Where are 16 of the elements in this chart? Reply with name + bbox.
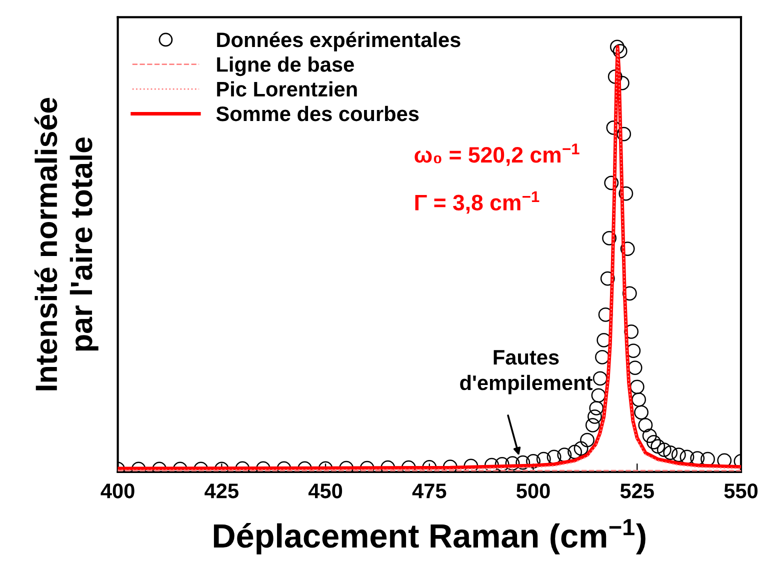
x-tick-label: 475 — [412, 484, 446, 498]
annotation: ω₀ = 520,2 cm$^{−1}$ — [414, 144, 580, 166]
annotation: Γ = 3,8 cm$^{−1}$ — [415, 191, 540, 214]
x-tick-label: 525 — [620, 484, 654, 498]
x-tick-label: 500 — [516, 484, 550, 498]
legend-label: Pic Lorentzien — [217, 81, 357, 97]
x-axis-title: Déplacement Raman (cm$^{−1}$) — [214, 519, 646, 554]
x-tick-label: 550 — [724, 484, 758, 498]
annotation: Fautes d'empilement — [460, 350, 592, 394]
x-tick-label: 425 — [204, 484, 238, 498]
legend-label: Ligne de base — [217, 56, 354, 76]
x-tick-label: 400 — [100, 484, 134, 498]
legend-label: Données expérimentales — [217, 32, 460, 52]
y-axis-title: Intensité normalisée par l'aire totale — [34, 98, 98, 390]
legend-label: Somme des courbes — [216, 106, 419, 122]
x-tick-label: 450 — [308, 484, 342, 498]
